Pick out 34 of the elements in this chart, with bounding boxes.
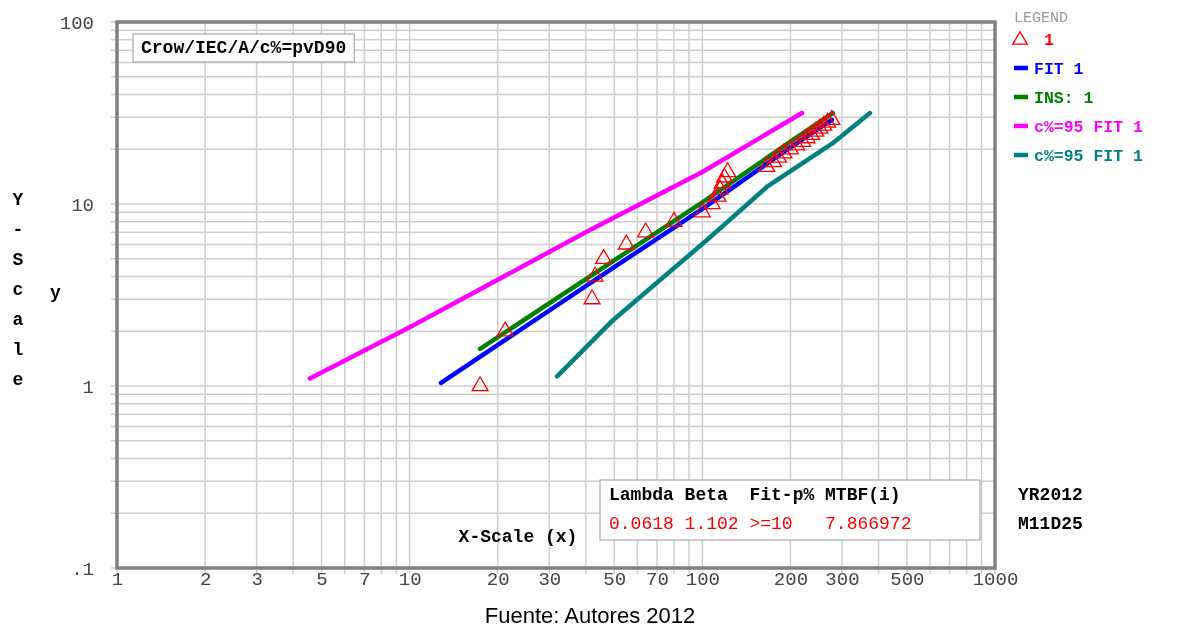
x-axis-title: X-Scale (x) — [458, 527, 578, 547]
x-tick-label: 300 — [825, 569, 860, 591]
x-tick-label: 200 — [773, 569, 809, 591]
y-tick-label: 1 — [82, 376, 94, 399]
text: M11D25 — [1018, 514, 1083, 534]
x-tick-label: 10 — [398, 569, 422, 591]
x-tick-label: 70 — [646, 569, 669, 591]
x-tick-label: 2 — [199, 569, 212, 591]
text: y — [50, 283, 61, 303]
y-axis-title: Y-Scale — [12, 190, 24, 390]
x-tick-label: 30 — [538, 569, 562, 591]
legend-label: FIT 1 — [1034, 60, 1084, 79]
legend-label: c%=95 FIT 1 — [1034, 118, 1144, 137]
legend-label: INS: 1 — [1034, 89, 1094, 108]
x-tick-label: 1 — [111, 569, 124, 591]
x-tick-label: 100 — [685, 569, 720, 591]
x-tick-label: 3 — [251, 569, 263, 591]
y-tick-label: .1 — [71, 558, 94, 581]
text: YR2012 — [1018, 485, 1083, 505]
y-tick-label: 10 — [71, 194, 94, 217]
x-tick-label: 20 — [486, 569, 510, 591]
x-tick-label: 500 — [890, 569, 925, 591]
annotation: Lambda Beta Fit-p% MTBF(i) — [609, 485, 901, 505]
legend-label: 1 — [1034, 31, 1054, 50]
annotation: Crow/IEC/A/c%=pvD90 — [141, 38, 347, 58]
x-tick-label: 50 — [603, 569, 627, 591]
x-tick-label: 5 — [316, 569, 328, 591]
legend-label: c%=95 FIT 1 — [1034, 147, 1144, 166]
y-tick-label: 100 — [59, 12, 94, 35]
x-tick-label: 7 — [359, 569, 371, 591]
annotation: 0.0618 1.102 >=10 7.866972 — [609, 514, 912, 534]
x-tick-label: 1000 — [972, 569, 1019, 591]
source-note: Fuente: Autores 2012 — [484, 603, 696, 628]
legend-title: LEGEND — [1014, 10, 1069, 27]
